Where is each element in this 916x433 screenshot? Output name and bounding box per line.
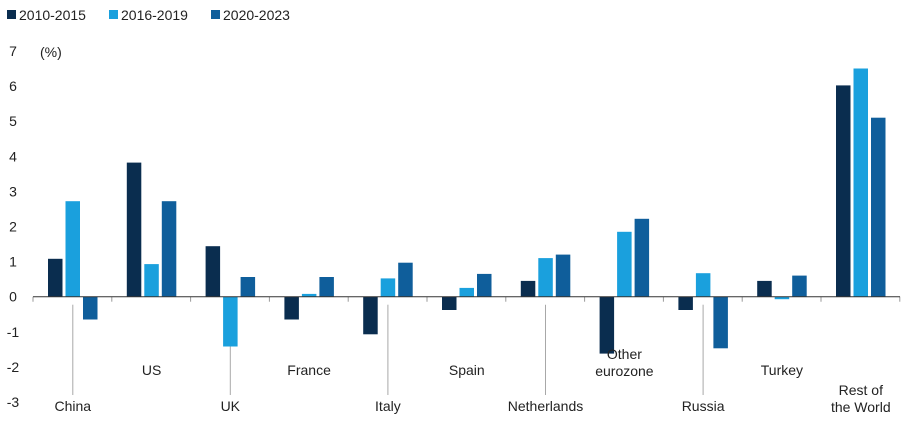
bar (48, 258, 63, 297)
bar (284, 296, 299, 320)
category-label: Rest of the World (831, 382, 891, 415)
bar (223, 296, 238, 347)
bar (538, 258, 553, 297)
category-label: UK (221, 398, 241, 414)
bar (459, 287, 474, 297)
bars (48, 68, 886, 354)
bar (144, 264, 159, 297)
legend-label: 2020-2023 (223, 7, 290, 23)
bar (126, 162, 142, 297)
category-label: Russia (682, 398, 725, 414)
y-tick-label: -3 (7, 394, 20, 410)
bar (83, 296, 98, 320)
y-tick-label: 0 (9, 289, 17, 305)
bar (792, 275, 807, 297)
bar (757, 280, 772, 297)
category-label: Italy (375, 398, 401, 414)
y-tick-label: 6 (9, 78, 17, 94)
category-label: US (142, 362, 161, 378)
category-label: Spain (449, 362, 485, 378)
bar (442, 296, 457, 310)
bar (853, 68, 868, 297)
y-tick-label: -1 (7, 324, 20, 340)
bar (713, 296, 728, 349)
bar (380, 278, 396, 297)
legend-swatch (109, 10, 118, 19)
bar (205, 246, 221, 297)
bar (301, 293, 317, 297)
legend-label: 2010-2015 (19, 7, 86, 23)
category-label: France (287, 362, 331, 378)
legend: 2010-2015 2016-2019 2020-2023 (7, 7, 290, 23)
y-tick-label: 2 (9, 219, 17, 235)
legend-swatch (211, 10, 220, 19)
bar (634, 218, 650, 297)
y-tick-label: 4 (9, 148, 17, 164)
category-label: Other eurozone (595, 346, 654, 379)
y-tick-label: -2 (7, 359, 20, 375)
bar (520, 280, 536, 297)
bar (617, 231, 632, 297)
bar (319, 277, 334, 297)
category-labels: China US UK France Italy Spain Netherlands Othe… (55, 346, 891, 415)
category-label: China (55, 398, 92, 414)
bar (836, 85, 851, 297)
bar (871, 117, 886, 297)
bar (240, 277, 256, 297)
bar (161, 201, 177, 297)
y-tick-label: 7 (9, 43, 17, 59)
bar (477, 273, 492, 297)
legend-swatch (7, 10, 16, 19)
legend-label: 2016-2019 (121, 7, 188, 23)
y-tick-label: 1 (9, 254, 17, 270)
bar (363, 296, 378, 335)
bar (398, 262, 413, 297)
category-label: Netherlands (508, 398, 584, 414)
bar (65, 201, 80, 297)
y-tick-label: 5 (9, 113, 17, 129)
y-tick-label: 3 (9, 183, 17, 199)
bar (774, 296, 790, 300)
category-connectors (32, 296, 901, 395)
y-axis-ticks: 7 6 5 4 3 2 1 0 -1 -2 -3 (7, 43, 20, 410)
bar (555, 254, 571, 297)
bar (695, 273, 711, 297)
y-axis-label: (%) (40, 44, 62, 60)
category-label: Turkey (761, 362, 803, 378)
bar (599, 296, 615, 354)
bar (678, 296, 693, 310)
